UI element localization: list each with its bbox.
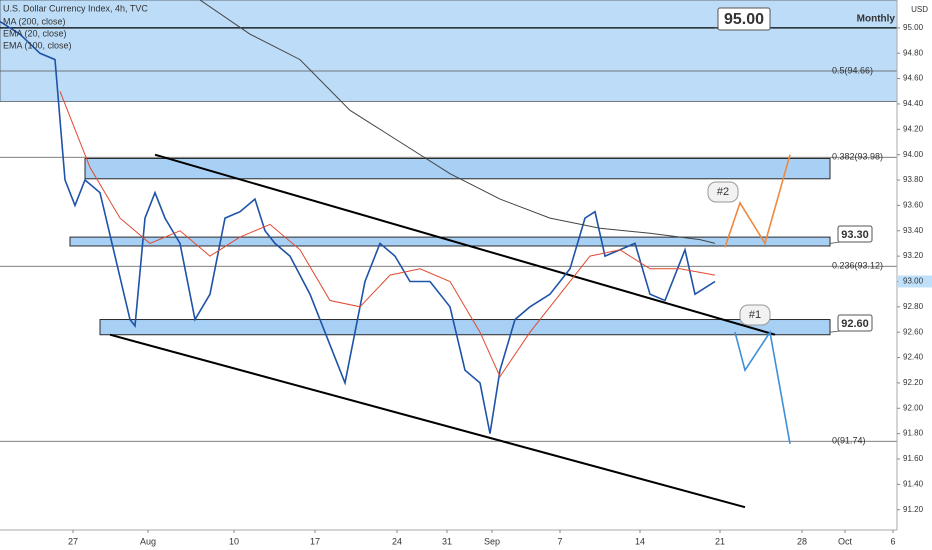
y-tick-label: 91.80 — [903, 429, 924, 438]
x-tick-label: Aug — [140, 536, 156, 546]
x-tick-label: 24 — [392, 536, 402, 546]
indicator-label: EMA (100, close) — [3, 40, 72, 50]
level-label: 0.5(94.66) — [832, 65, 873, 75]
note-bubble — [739, 304, 771, 326]
y-tick-label: 94.60 — [903, 74, 924, 83]
projection — [724, 154, 791, 248]
x-tick-label: 31 — [442, 536, 452, 546]
level-label: 0.236(93.12) — [832, 261, 883, 271]
indicator-line — [199, 0, 716, 244]
x-tick-label: 14 — [635, 536, 645, 546]
trendline — [109, 333, 746, 509]
y-tick-label: 91.60 — [903, 454, 924, 463]
y-tick-label: 94.40 — [903, 99, 924, 108]
callout-box — [837, 314, 873, 332]
projection — [734, 330, 791, 444]
x-tick-label: 21 — [715, 536, 725, 546]
level-label: 0.382(93.98) — [832, 152, 883, 162]
trendline — [154, 153, 776, 336]
indicator-label: EMA (20, close) — [3, 28, 67, 38]
y-tick-label: 92.40 — [903, 353, 924, 362]
callout-box — [837, 225, 873, 243]
note-label: #1 — [749, 309, 761, 321]
y-tick-label: 94.80 — [903, 48, 924, 57]
y-tick-label: 94.00 — [903, 150, 924, 159]
y-tick-label: 91.20 — [903, 505, 924, 514]
price-line — [0, 20, 716, 434]
level-label: 0(91.74) — [832, 436, 866, 446]
y-tick-label: 93.80 — [903, 175, 924, 184]
callout-box — [717, 7, 771, 31]
x-tick-label: 7 — [557, 536, 562, 546]
level-label: Monthly — [857, 14, 896, 25]
y-tick-label: 94.20 — [903, 124, 924, 133]
y-tick-label: 93.40 — [903, 226, 924, 235]
x-tick-label: 17 — [310, 536, 320, 546]
indicator-label: MA (200, close) — [3, 16, 66, 26]
y-tick-label: 91.40 — [903, 479, 924, 488]
x-tick-label: Sep — [484, 536, 500, 546]
x-tick-label: Oct — [838, 536, 853, 546]
callout-label: 93.30 — [841, 229, 869, 241]
price-axis — [897, 0, 932, 550]
zone — [69, 236, 831, 247]
indicator-line — [59, 91, 716, 378]
x-tick-label: 27 — [68, 536, 78, 546]
currency-label: USD — [911, 5, 928, 14]
y-tick-label: 92.80 — [903, 302, 924, 311]
y-tick-label: 92.20 — [903, 378, 924, 387]
zone — [84, 157, 831, 180]
note-bubble — [707, 181, 739, 203]
last-price-label: 93.00 — [903, 277, 924, 286]
x-tick-label: 10 — [229, 536, 239, 546]
y-tick-label: 93.60 — [903, 201, 924, 210]
zone — [99, 319, 831, 336]
y-tick-label: 95.00 — [903, 23, 924, 32]
callout-label: 92.60 — [841, 318, 869, 330]
x-tick-label: 28 — [797, 536, 807, 546]
x-tick-label: 6 — [890, 536, 895, 546]
callout-label: 95.00 — [724, 11, 764, 28]
chart-title: U.S. Dollar Currency Index, 4h, TVC — [3, 3, 148, 13]
callout-pointer — [829, 330, 841, 333]
callout-pointer — [829, 241, 841, 244]
y-tick-label: 92.60 — [903, 327, 924, 336]
note-label: #2 — [717, 186, 729, 198]
y-tick-label: 93.20 — [903, 251, 924, 260]
y-tick-label: 92.00 — [903, 403, 924, 412]
last-price-tag — [898, 275, 932, 288]
